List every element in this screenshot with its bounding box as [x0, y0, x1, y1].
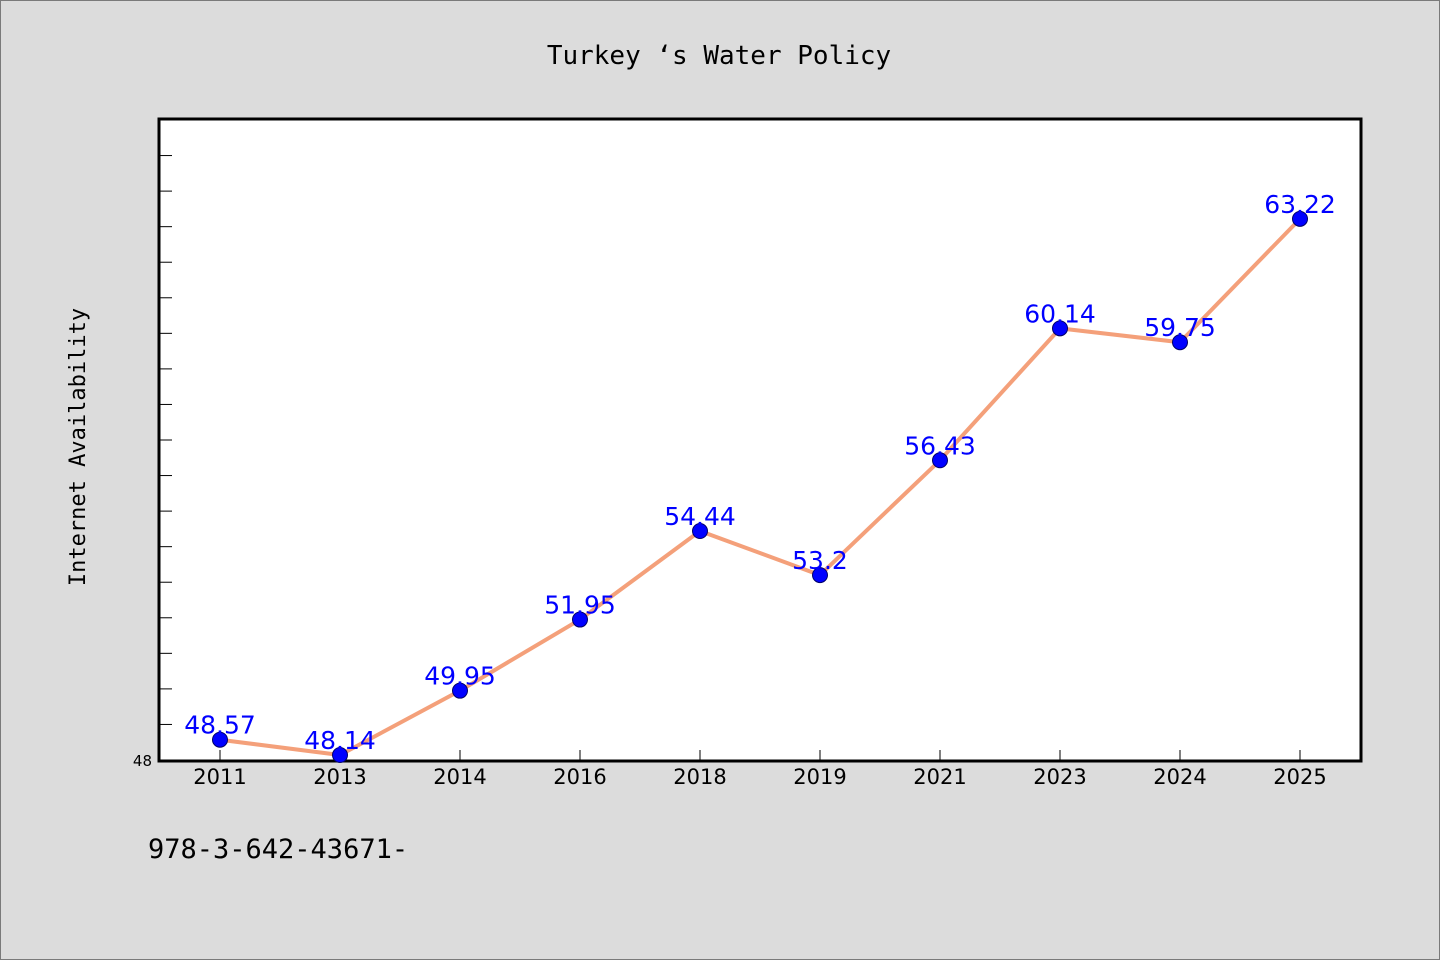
x-tick-label: 2018 [673, 765, 726, 789]
x-tick-label: 2014 [433, 765, 486, 789]
y-axis-label: Internet Availability [66, 308, 91, 586]
y-axis-ticks [160, 155, 172, 725]
data-label: 48.14 [304, 726, 376, 755]
y-axis-min-label: 48 [133, 752, 152, 770]
data-label: 51.95 [544, 591, 616, 620]
data-label: 63.22 [1264, 190, 1336, 219]
x-tick-label: 2011 [193, 765, 246, 789]
plot-area [157, 117, 1363, 763]
data-point [452, 682, 468, 699]
data-point [812, 567, 828, 584]
x-tick-label: 2024 [1153, 765, 1206, 789]
data-label: 60.14 [1024, 299, 1096, 328]
data-point [1172, 334, 1188, 351]
x-axis: 2011 2013 2014 2016 2018 2019 2021 2023 2024 2025 [193, 750, 1327, 789]
data-point [692, 523, 708, 540]
x-tick-label: 2021 [913, 765, 966, 789]
data-label: 54.44 [664, 502, 736, 531]
data-label: 49.95 [424, 662, 496, 691]
data-point [572, 611, 588, 628]
series-layer: 48.57 48.14 49.95 51.95 54.44 53.2 56.43 60.14 5… [184, 190, 1336, 764]
x-tick-label: 2023 [1033, 765, 1086, 789]
chart-title: Turkey ‘s Water Policy [547, 41, 891, 71]
data-point [212, 731, 228, 748]
data-point [1052, 320, 1068, 337]
data-point [932, 452, 948, 469]
series-line [219, 217, 1302, 758]
data-point [332, 747, 348, 764]
data-label: 56.43 [904, 431, 976, 460]
data-point [1292, 210, 1308, 227]
x-tick-label: 2025 [1273, 765, 1326, 789]
data-label: 53.2 [792, 546, 848, 575]
data-label: 59.75 [1144, 313, 1216, 342]
x-tick-label: 2016 [553, 765, 606, 789]
footnote-text: 978-3-642-43671- [148, 834, 409, 865]
data-label: 48.57 [184, 711, 256, 740]
x-tick-label: 2013 [313, 765, 366, 789]
x-tick-label: 2019 [793, 765, 846, 789]
